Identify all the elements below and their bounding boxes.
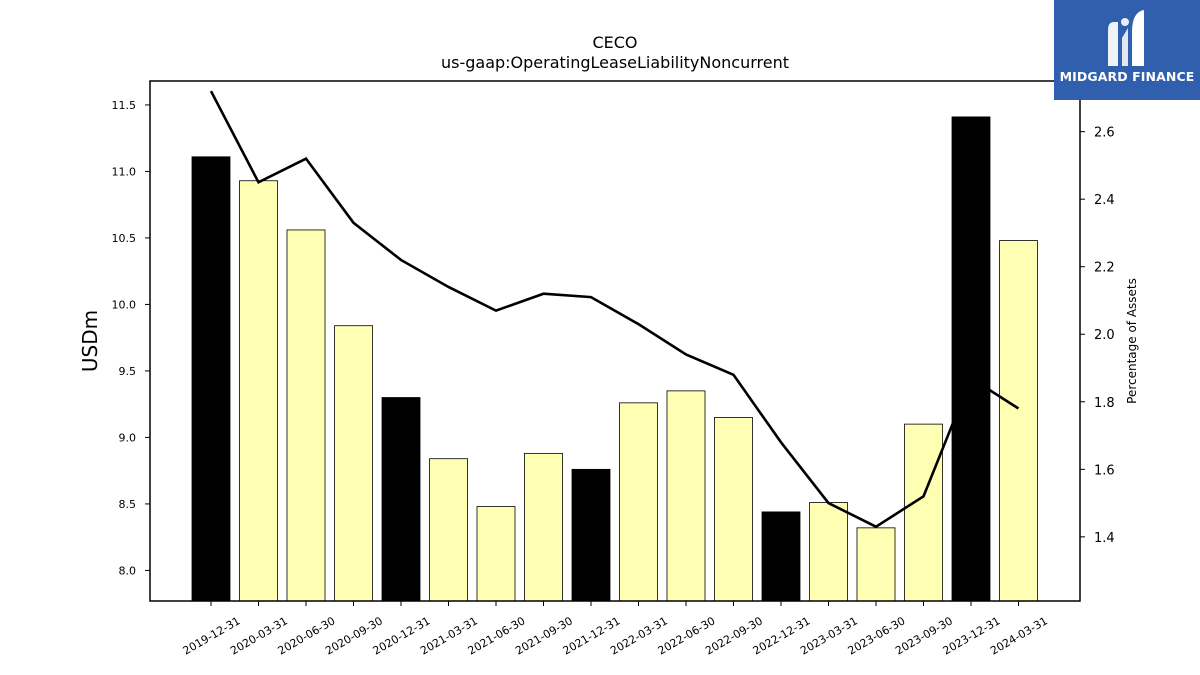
chart-title: CECO <box>592 33 637 52</box>
bar-2022-09-30 <box>714 417 753 602</box>
y-tick-label: 11.0 <box>112 165 137 178</box>
bar-2021-03-31 <box>429 458 468 602</box>
y-right-tick-label: 1.6 <box>1094 463 1115 478</box>
y-right-tick-label: 1.8 <box>1094 396 1115 411</box>
y-right-tick-label: 2.6 <box>1094 126 1115 141</box>
percentage-line <box>209 90 1020 529</box>
bar-2021-09-30 <box>524 452 563 602</box>
y-right-tick-label: 2.0 <box>1094 328 1115 343</box>
y-tick-label: 9.5 <box>119 365 137 378</box>
y-right-tick-label: 2.2 <box>1094 261 1115 276</box>
bar-2020-09-30 <box>334 325 373 602</box>
y-tick-label: 9.0 <box>119 431 137 444</box>
y-tick-label: 8.0 <box>119 564 137 577</box>
y-right-tick-label: 2.4 <box>1094 193 1115 208</box>
chart-subtitle: us-gaap:OperatingLeaseLiabilityNoncurren… <box>441 53 789 72</box>
y-tick-label: 8.5 <box>119 498 137 511</box>
midgard-logo-icon <box>1108 10 1144 66</box>
y-tick-label: 11.5 <box>112 99 137 112</box>
bar-series <box>191 116 1038 602</box>
bar-2021-12-31 <box>571 468 611 602</box>
bar-2024-03-31 <box>999 240 1038 602</box>
bar-2020-03-31 <box>239 180 278 602</box>
bar-2019-12-31 <box>191 156 231 602</box>
bar-2022-03-31 <box>619 402 658 602</box>
y-tick-label: 10.0 <box>112 298 137 311</box>
y-right-tick-label: 1.4 <box>1094 531 1115 546</box>
line-series <box>209 90 1020 529</box>
bar-2023-06-30 <box>856 527 896 602</box>
y-axis-label-left: USDm <box>78 310 102 372</box>
plot-frame <box>149 80 1081 602</box>
bar-2023-12-31 <box>951 116 991 602</box>
y-axis-label-right: Percentage of Assets <box>1125 278 1139 404</box>
midgard-finance-logo: MIDGARD FINANCE <box>1054 0 1200 100</box>
bar-2022-12-31 <box>761 511 801 602</box>
bar-2023-03-31 <box>809 502 848 602</box>
bar-2021-06-30 <box>476 506 516 602</box>
logo-text: MIDGARD FINANCE <box>1059 69 1195 84</box>
bar-2023-09-30 <box>904 423 943 602</box>
y-tick-label: 10.5 <box>112 232 137 245</box>
bar-2020-06-30 <box>286 229 326 602</box>
bar-2022-06-30 <box>666 390 706 602</box>
bar-2020-12-31 <box>381 397 421 602</box>
